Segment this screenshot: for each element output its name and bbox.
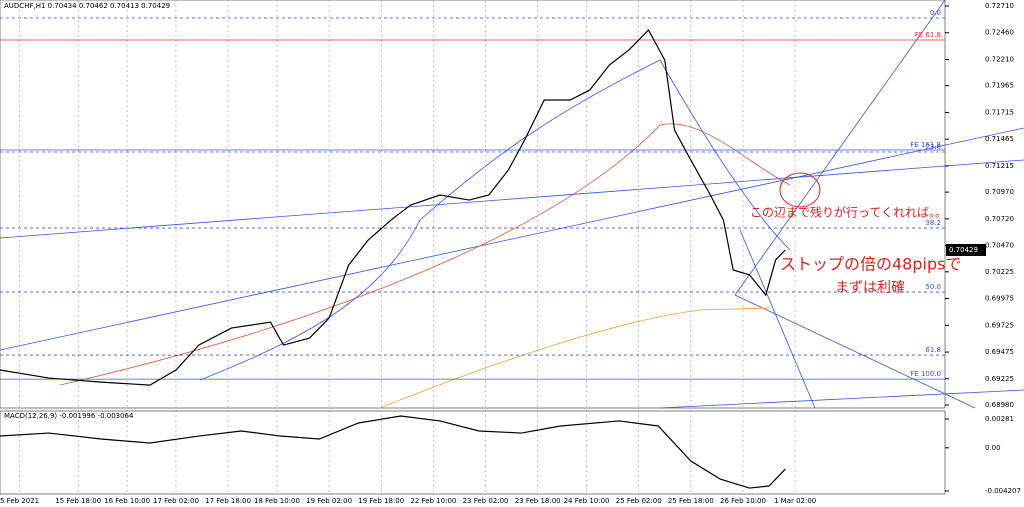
main-panel: [0, 0, 946, 409]
annotation: この辺まで残りが行ってくれれば。。: [750, 205, 947, 220]
y-tick-label: 0.72210: [985, 55, 1014, 63]
price-line: [0, 28, 786, 386]
x-tick-label: 25 Feb 18:00: [668, 497, 714, 505]
y-tick-label: 0.69475: [985, 348, 1014, 356]
y-tick-label: 0.68980: [985, 401, 1014, 409]
y-tick-label: 0.69975: [985, 295, 1014, 303]
y-tick-label: 0.69725: [985, 321, 1014, 329]
x-tick-label: 5 Feb 2021: [0, 497, 39, 505]
macd-tick-label: 0.00281: [985, 415, 1014, 423]
y-tick-label: 0.71965: [985, 82, 1014, 90]
level-label: FE 61.8: [915, 31, 941, 39]
annotation: ストップの倍の48pipsで: [780, 255, 961, 274]
highlight-circle: [779, 172, 821, 208]
x-tick-label: 16 Feb 10:00: [104, 497, 150, 505]
x-tick-label: 23 Feb 02:00: [463, 497, 509, 505]
x-tick-label: 1 Mar 02:00: [774, 497, 816, 505]
level-label: 38.2: [925, 219, 941, 227]
macd-line: [0, 415, 786, 489]
macd-tick-label: 0.00: [985, 444, 1001, 452]
x-tick-label: 15 Feb 18:00: [55, 497, 101, 505]
macd-panel: [0, 410, 946, 495]
y-tick-label: 0.70225: [985, 268, 1014, 276]
y-tick-label: 0.69225: [985, 375, 1014, 383]
x-tick-label: 23 Feb 18:00: [515, 497, 561, 505]
y-tick-label: 0.72710: [985, 2, 1014, 10]
x-tick-label: 17 Feb 18:00: [205, 497, 251, 505]
last-price-box: [946, 243, 986, 256]
x-tick-label: 19 Feb 18:00: [358, 497, 404, 505]
y-tick-label: 0.71715: [985, 108, 1014, 116]
level-label: 0.0: [930, 9, 941, 17]
y-tick-label: 0.71215: [985, 162, 1014, 170]
level-label: 61.8: [925, 346, 941, 354]
annotation: まずは利確: [835, 280, 905, 296]
y-tick-label: 0.70470: [985, 242, 1014, 250]
x-tick-label: 25 Feb 02:00: [616, 497, 662, 505]
x-tick-label: 18 Feb 10:00: [254, 497, 300, 505]
level-label: FE 161.8: [910, 141, 941, 149]
chart-title: AUDCHF,H1 0.70434 0.70462 0.70413 0.7042…: [4, 2, 170, 10]
x-tick-label: 26 Feb 10:00: [720, 497, 766, 505]
y-tick-label: 0.72460: [985, 29, 1014, 37]
x-tick-label: 22 Feb 10:00: [410, 497, 456, 505]
level-label: 50.0: [925, 283, 941, 291]
last-price-label: 0.70429: [949, 246, 978, 254]
x-tick-label: 24 Feb 10:00: [564, 497, 610, 505]
x-tick-label: 17 Feb 02:00: [153, 497, 199, 505]
x-tick-label: 19 Feb 02:00: [306, 497, 352, 505]
level-label: FE 100.0: [910, 370, 941, 378]
macd-tick-label: -0.004207: [985, 487, 1021, 495]
macd-title: MACD(12,26,9) -0.001996 -0.003064: [4, 412, 134, 420]
level-label: 23.6: [925, 143, 941, 151]
y-tick-label: 0.71465: [985, 135, 1014, 143]
y-tick-label: 0.70970: [985, 188, 1014, 196]
y-tick-label: 0.70720: [985, 215, 1014, 223]
